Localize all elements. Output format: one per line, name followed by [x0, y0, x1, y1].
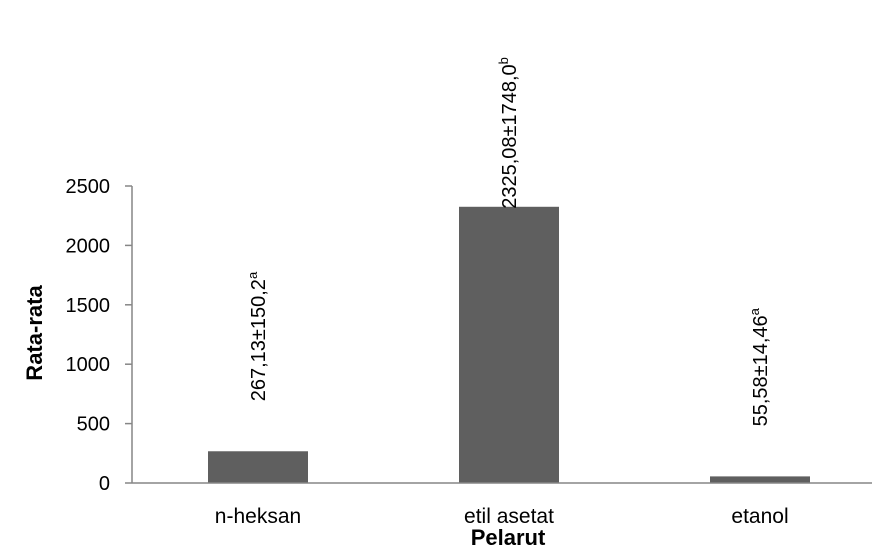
bars [208, 206, 810, 483]
y-tick-label: 500 [77, 414, 110, 436]
y-tick-label: 1000 [66, 354, 111, 376]
data-label: 267,13±150,2a [245, 271, 270, 401]
y-axis-title: Rata-rata [22, 285, 47, 381]
y-tick-label: 1500 [66, 295, 111, 317]
y-tick-label: 0 [99, 473, 110, 495]
bar-etanol [710, 476, 810, 483]
x-axis-title: Pelarut [471, 525, 546, 550]
y-tick-label: 2500 [66, 176, 111, 198]
x-axis-categories: n-heksan etil asetat etanol [215, 505, 789, 528]
x-category-label: n-heksan [215, 505, 301, 528]
data-label: 2325,08±1748,0b [496, 57, 521, 209]
y-tick-label: 2000 [66, 235, 111, 257]
y-axis-ticks: 0 500 1000 1500 2000 2500 [66, 176, 132, 495]
x-category-label: etil asetat [464, 505, 554, 528]
bar-etil-asetat [459, 206, 559, 483]
bar-n-heksan [208, 451, 308, 483]
data-label: 55,58±14,46a [747, 307, 772, 426]
x-category-label: etanol [731, 505, 788, 528]
data-labels: 267,13±150,2a 2325,08±1748,0b 55,58±14,46a [245, 57, 772, 426]
